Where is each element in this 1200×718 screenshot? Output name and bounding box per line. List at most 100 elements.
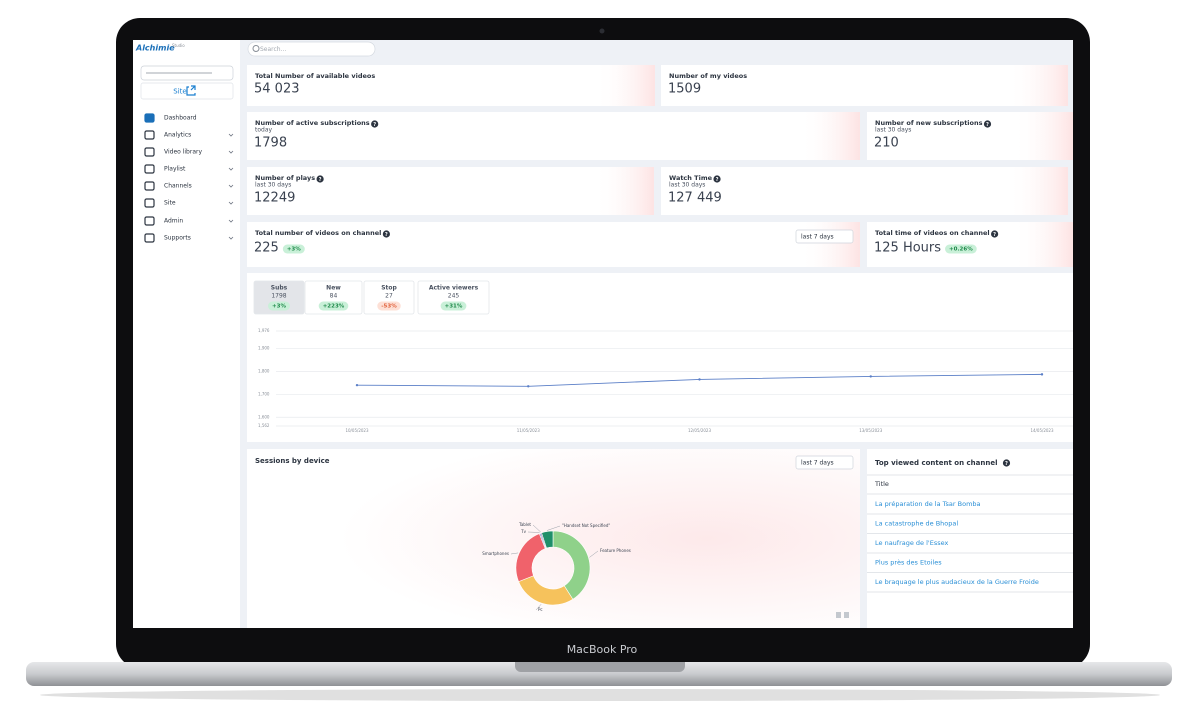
table-link[interactable]: La catastrophe de Bhopal bbox=[875, 520, 958, 528]
card-value: 210 bbox=[874, 136, 899, 151]
x-tick-label: 12/05/2023 bbox=[688, 428, 712, 433]
y-tick-label: 1,700 bbox=[258, 391, 270, 396]
point bbox=[356, 384, 358, 386]
card-title: Number of active subscriptions bbox=[255, 119, 370, 127]
x-tick-label: 10/05/2023 bbox=[345, 428, 369, 433]
help-glyph: ? bbox=[319, 177, 322, 183]
nav-item[interactable]: Supports bbox=[164, 235, 191, 242]
card-value: 127 449 bbox=[668, 191, 722, 206]
device-label: MacBook Pro bbox=[567, 643, 638, 656]
point bbox=[698, 378, 700, 380]
card-subtitle: last 30 days bbox=[875, 127, 911, 134]
nav-icon bbox=[145, 114, 154, 122]
nav-item[interactable]: Video library bbox=[164, 149, 202, 156]
card-subtitle: last 30 days bbox=[669, 182, 705, 189]
tab-label: Stop bbox=[381, 285, 397, 292]
help-glyph: ? bbox=[385, 232, 388, 238]
badge-label: +223% bbox=[323, 304, 345, 310]
card-title: Total time of videos on channel bbox=[875, 229, 990, 237]
card-value: 1798 bbox=[254, 136, 287, 151]
table-link[interactable]: Le braquage le plus audacieux de la Guer… bbox=[875, 578, 1039, 586]
tab-value: 245 bbox=[448, 293, 460, 300]
camera bbox=[600, 29, 605, 34]
tab-value: 27 bbox=[385, 293, 393, 300]
brand-sub: Studio bbox=[172, 43, 185, 48]
top-content-title: Top viewed content on channel bbox=[875, 459, 997, 467]
card-title: Total number of videos on channel bbox=[255, 229, 381, 237]
sidebar bbox=[133, 40, 240, 628]
card-decoration bbox=[1013, 222, 1073, 267]
card-decoration bbox=[594, 167, 654, 215]
donut-label: Tablet bbox=[518, 522, 531, 527]
card-title: Total Number of available videos bbox=[255, 72, 375, 80]
sessions-title: Sessions by device bbox=[255, 457, 330, 465]
y-tick-label: 1,562 bbox=[258, 423, 270, 428]
nav-item[interactable]: Admin bbox=[164, 218, 183, 225]
point bbox=[870, 375, 872, 377]
search-placeholder: Search... bbox=[260, 46, 286, 53]
help-glyph: ? bbox=[993, 232, 996, 238]
table-link[interactable]: La préparation de la Tsar Bomba bbox=[875, 500, 981, 508]
tab-value: 1798 bbox=[271, 293, 286, 300]
y-tick-label: 1,600 bbox=[258, 414, 270, 419]
card-title: Number of my videos bbox=[669, 72, 747, 80]
base-notch bbox=[515, 662, 685, 672]
card bbox=[661, 167, 1068, 215]
site-button-label: Site bbox=[173, 88, 186, 96]
nav-item[interactable]: Analytics bbox=[164, 132, 191, 139]
card-decoration bbox=[1008, 167, 1068, 215]
card-decoration bbox=[800, 222, 860, 267]
card-decoration bbox=[1008, 65, 1068, 106]
card-value: 1509 bbox=[668, 82, 701, 97]
card-decoration bbox=[800, 112, 860, 160]
help-glyph: ? bbox=[373, 122, 376, 128]
download-icon[interactable] bbox=[844, 612, 849, 618]
card-subtitle: last 30 days bbox=[255, 182, 291, 189]
card-dropdown-label: last 7 days bbox=[801, 234, 834, 241]
donut-label: Smartphones bbox=[482, 551, 509, 556]
nav-item[interactable]: Playlist bbox=[164, 166, 186, 173]
help-glyph: ? bbox=[716, 177, 719, 183]
table-link[interactable]: Plus près des Etoiles bbox=[875, 559, 942, 567]
card-decoration bbox=[595, 65, 655, 106]
card-decoration bbox=[1013, 112, 1073, 160]
donut-label: Feature Phones bbox=[600, 548, 631, 553]
table-link[interactable]: Le naufrage de l'Essex bbox=[875, 539, 948, 547]
card-value: 12249 bbox=[254, 191, 295, 206]
y-tick-label: 1,800 bbox=[258, 368, 270, 373]
table-header: Title bbox=[874, 480, 889, 488]
tab-label: Active viewers bbox=[429, 285, 479, 292]
donut-label: Pc bbox=[538, 607, 543, 612]
donut-label: Tv bbox=[520, 529, 526, 534]
y-tick-label: 1,976 bbox=[258, 328, 270, 333]
sessions-dropdown-label: last 7 days bbox=[801, 460, 834, 467]
help-glyph: ? bbox=[986, 122, 989, 128]
card-value: 225 bbox=[254, 241, 279, 256]
nav-item[interactable]: Dashboard bbox=[164, 115, 197, 122]
x-tick-label: 11/05/2023 bbox=[517, 428, 541, 433]
help-glyph: ? bbox=[1005, 461, 1008, 467]
tab-value: 84 bbox=[330, 293, 338, 300]
x-tick-label: 14/05/2023 bbox=[1030, 428, 1054, 433]
brand: Alchimie bbox=[135, 44, 175, 53]
tab-label: Subs bbox=[271, 285, 288, 292]
donut-label: "Handset Not Specified" bbox=[562, 523, 610, 528]
badge-label: +3% bbox=[272, 304, 286, 310]
card-subtitle: today bbox=[255, 127, 273, 134]
export-icon[interactable] bbox=[836, 612, 841, 618]
x-tick-label: 13/05/2023 bbox=[859, 428, 883, 433]
y-tick-label: 1,900 bbox=[258, 345, 270, 350]
nav-item[interactable]: Site bbox=[164, 200, 176, 207]
card-value: 125 Hours bbox=[874, 241, 941, 256]
badge-label: +3% bbox=[287, 247, 301, 253]
point bbox=[527, 385, 529, 387]
badge-label: +0.26% bbox=[949, 247, 973, 253]
point bbox=[1041, 373, 1043, 375]
card-value: 54 023 bbox=[254, 82, 300, 97]
badge-label: -53% bbox=[381, 304, 397, 310]
tab-label: New bbox=[326, 285, 341, 292]
nav-item[interactable]: Channels bbox=[164, 183, 192, 190]
badge-label: +31% bbox=[445, 304, 463, 310]
shadow bbox=[40, 689, 1160, 701]
